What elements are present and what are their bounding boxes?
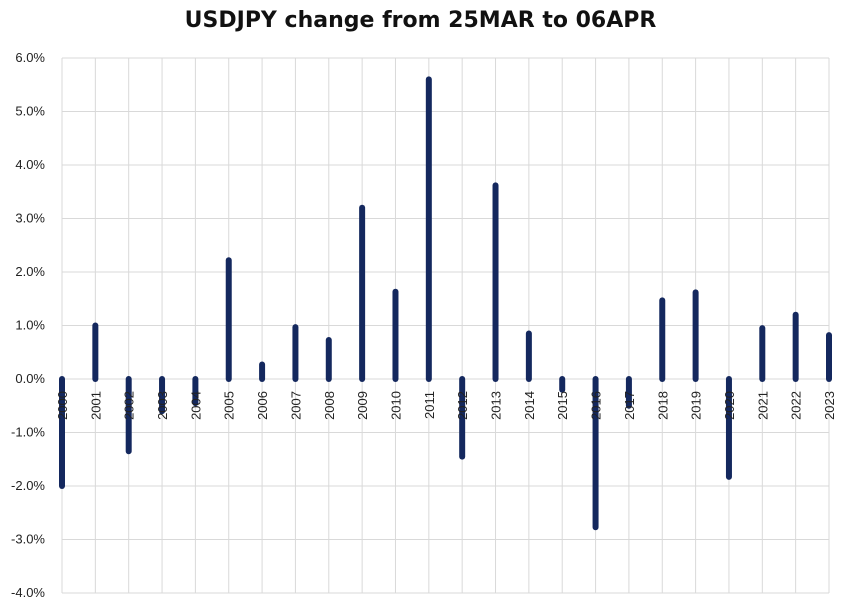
y-tick-label: 0.0% [15, 371, 45, 386]
x-tick-label: 2022 [789, 391, 804, 420]
x-tick-label: 2009 [355, 391, 370, 420]
x-tick-label: 2019 [689, 391, 704, 420]
y-tick-label: -3.0% [11, 532, 45, 547]
y-tick-label: -4.0% [11, 585, 45, 600]
x-tick-label: 2015 [555, 391, 570, 420]
x-tick-label: 2007 [288, 391, 303, 420]
y-tick-label: 5.0% [15, 104, 45, 119]
y-tick-label: 4.0% [15, 157, 45, 172]
x-tick-label: 2002 [122, 391, 137, 420]
x-tick-label: 2008 [322, 391, 337, 420]
x-tick-label: 2012 [455, 391, 470, 420]
x-tick-label: 2017 [622, 391, 637, 420]
x-tick-label: 2004 [188, 391, 203, 420]
x-tick-label: 2018 [655, 391, 670, 420]
x-tick-label: 2021 [755, 391, 770, 420]
y-tick-label: 1.0% [15, 318, 45, 333]
x-tick-label: 2010 [388, 391, 403, 420]
x-tick-label: 2013 [489, 391, 504, 420]
x-tick-label: 2000 [55, 391, 70, 420]
x-tick-label: 2016 [589, 391, 604, 420]
y-tick-label: -2.0% [11, 478, 45, 493]
x-tick-label: 2006 [255, 391, 270, 420]
y-tick-label: -1.0% [11, 425, 45, 440]
y-tick-label: 2.0% [15, 264, 45, 279]
y-tick-label: 3.0% [15, 211, 45, 226]
x-tick-label: 2020 [722, 391, 737, 420]
x-tick-label: 2003 [155, 391, 170, 420]
x-tick-label: 2023 [822, 391, 837, 420]
x-tick-label: 2011 [422, 391, 437, 419]
chart-title: USDJPY change from 25MAR to 06APR [184, 8, 657, 33]
x-tick-label: 2005 [222, 391, 237, 420]
y-tick-label: 6.0% [15, 50, 45, 65]
x-tick-label: 2014 [522, 391, 537, 420]
x-tick-label: 2001 [88, 391, 103, 420]
